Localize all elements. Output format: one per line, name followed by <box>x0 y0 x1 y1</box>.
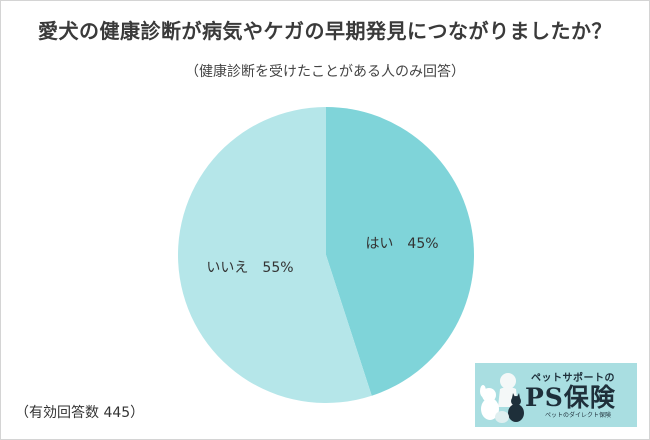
pie-slice-label-no: いいえ 55% <box>206 260 293 276</box>
logo-caption: ペットのダイレクト保険 <box>545 412 612 419</box>
chart-title: 愛犬の健康診断が病気やケガの早期発見につながりましたか？ <box>38 19 612 43</box>
ps-insurance-logo: ペットサポートの PS保険 ペットのダイレクト保険 <box>475 363 637 427</box>
logo-brand: PS保険 <box>525 383 616 412</box>
response-count-note: （有効回答数 445） <box>15 405 145 421</box>
pie-slice-label-yes: はい 45% <box>365 236 438 252</box>
pie-slice-no <box>178 107 372 403</box>
chart-subtitle: （健康診断を受けたことがある人のみ回答） <box>185 64 465 80</box>
dogs-and-cat-silhouette-icon <box>480 373 524 423</box>
logo-tagline: ペットサポートの <box>531 373 615 384</box>
pie-slice-yes <box>326 107 475 396</box>
